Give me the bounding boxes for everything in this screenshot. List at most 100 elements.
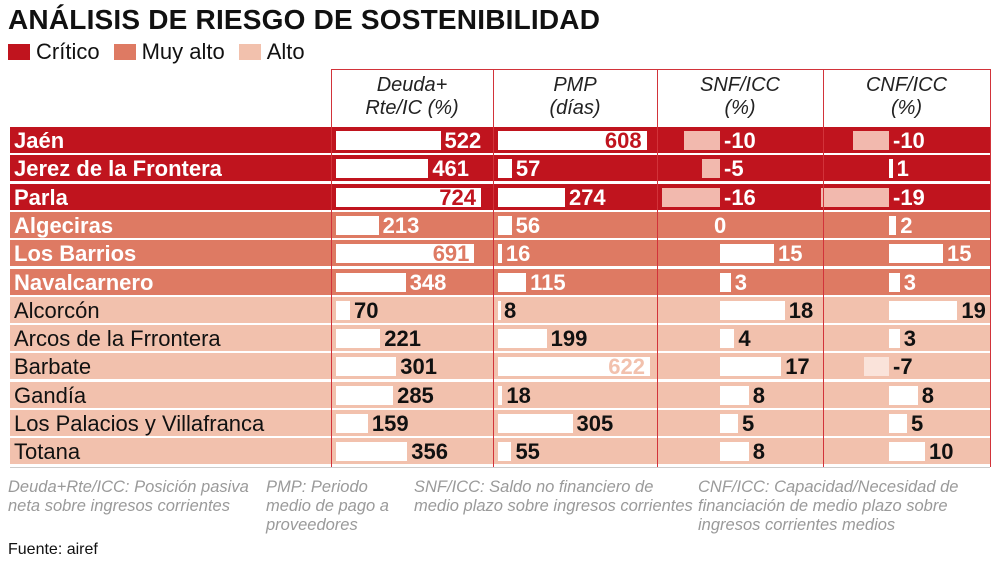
row-label: Alcorcón [14, 297, 100, 323]
value-bar [720, 300, 785, 320]
value-label: 56 [515, 212, 541, 238]
value-label: 2 [900, 212, 913, 238]
value-label: 55 [515, 439, 540, 465]
value-label: -10 [724, 128, 756, 153]
value-label: 8 [752, 382, 766, 408]
value-bar [720, 272, 731, 292]
column-header-line: (%) [724, 97, 756, 119]
row-label: Los Barrios [14, 241, 137, 267]
table-row: Navalcarnero 348 115 3 3 [10, 268, 990, 295]
footnote: Deuda+Rte/ICC: Posición pasiva neta sobr… [8, 478, 249, 515]
row-label: Jerez de la Frontera [14, 156, 222, 182]
footnote: PMP: Periodo medio de pago a proveedores [266, 478, 389, 534]
value-bar [702, 159, 720, 179]
value-bar [863, 357, 889, 377]
table-row: Los Barrios 691 16 15 15 [10, 240, 990, 267]
legend-label: Crítico [36, 39, 100, 64]
value-label: 199 [550, 326, 588, 352]
value-label: 608 [604, 128, 642, 153]
value-label: -16 [724, 184, 756, 210]
value-bar [889, 329, 900, 349]
column-header: CNF/ICC (%) [823, 69, 990, 125]
column-header-line: (%) [890, 97, 923, 119]
table-row: Alcorcón 70 8 18 19 [10, 296, 990, 323]
column-header-line: Rte/IC (%) [365, 97, 459, 119]
value-label: 724 [439, 184, 476, 210]
value-label: 622 [608, 354, 645, 380]
row-label: Barbate [14, 354, 92, 380]
value-label: 8 [752, 439, 766, 465]
row-label: Totana [14, 439, 81, 465]
legend: Crítico Muy alto Alto [8, 39, 319, 65]
value-bar [889, 159, 893, 179]
value-label: 348 [409, 269, 447, 295]
value-bar [889, 414, 907, 433]
value-label: 213 [382, 212, 420, 238]
value-label: 5 [911, 411, 924, 436]
value-label: 18 [788, 297, 814, 323]
value-bar [336, 357, 397, 377]
value-label: 16 [505, 241, 531, 267]
column-header-line: (días) [549, 97, 601, 119]
value-bar [820, 187, 889, 207]
value-bar [498, 329, 547, 349]
table-row: Gandía 285 18 8 8 [10, 381, 990, 408]
value-bar [720, 442, 749, 462]
value-label: -5 [724, 156, 744, 182]
column-header-line: Deuda+ [376, 74, 448, 96]
value-label: 70 [354, 297, 379, 323]
value-label: 522 [444, 128, 482, 153]
value-label: 285 [397, 382, 434, 408]
grid-line [331, 69, 990, 70]
value-label: 274 [568, 184, 606, 210]
table-row: Algeciras 213 56 0 2 [10, 211, 990, 238]
source-note: Fuente: airef [8, 541, 98, 558]
value-bar [889, 442, 925, 462]
table-row: Totana 356 55 8 10 [10, 438, 990, 465]
value-label: 18 [506, 382, 531, 408]
grid-line [823, 69, 824, 467]
grid-line [331, 69, 332, 467]
value-label: 19 [961, 297, 986, 323]
value-label: 8 [503, 297, 517, 323]
value-label: 15 [947, 241, 972, 267]
legend-item: Alto [238, 39, 305, 65]
value-bar [720, 329, 735, 349]
value-label: 8 [921, 382, 935, 408]
value-bar [498, 272, 527, 292]
row-label: Navalcarnero [14, 269, 154, 295]
value-label: 1 [896, 156, 909, 182]
value-bar [336, 300, 351, 320]
value-bar [336, 131, 441, 150]
column-header: PMP (días) [493, 69, 657, 125]
table-row: Los Palacios y Villafranca 159 305 5 5 [10, 410, 990, 436]
value-bar [498, 300, 501, 320]
legend-label: Alto [266, 39, 305, 64]
value-bar [498, 215, 512, 235]
row-label: Arcos de la Frrontera [14, 326, 221, 352]
grid-line [657, 69, 658, 467]
value-bar [662, 187, 720, 207]
value-bar [498, 357, 650, 377]
value-label: 4 [738, 326, 751, 352]
column-header: SNF/ICC (%) [657, 69, 823, 125]
value-label: 301 [400, 354, 437, 380]
table-row: Jaén 522 608 -10 -10 [10, 127, 990, 153]
value-label: 159 [371, 411, 409, 436]
legend-label: Muy alto [141, 39, 225, 64]
value-bar [336, 385, 394, 405]
value-bar [498, 442, 512, 462]
value-bar [336, 414, 368, 433]
value-label: 3 [734, 269, 748, 295]
value-bar [498, 244, 502, 264]
value-bar [684, 131, 720, 150]
table-row: Parla 724 274 -16 -19 [10, 183, 990, 210]
footnote: CNF/ICC: Capacidad/Necesidad de financia… [698, 478, 959, 534]
value-bar [853, 131, 889, 150]
column-header-line: CNF/ICC [865, 74, 948, 96]
legend-swatch [113, 44, 136, 60]
value-bar [336, 159, 429, 179]
column-header: Deuda+ Rte/IC (%) [331, 69, 493, 125]
value-label: 356 [411, 439, 449, 465]
value-bar [720, 244, 774, 264]
